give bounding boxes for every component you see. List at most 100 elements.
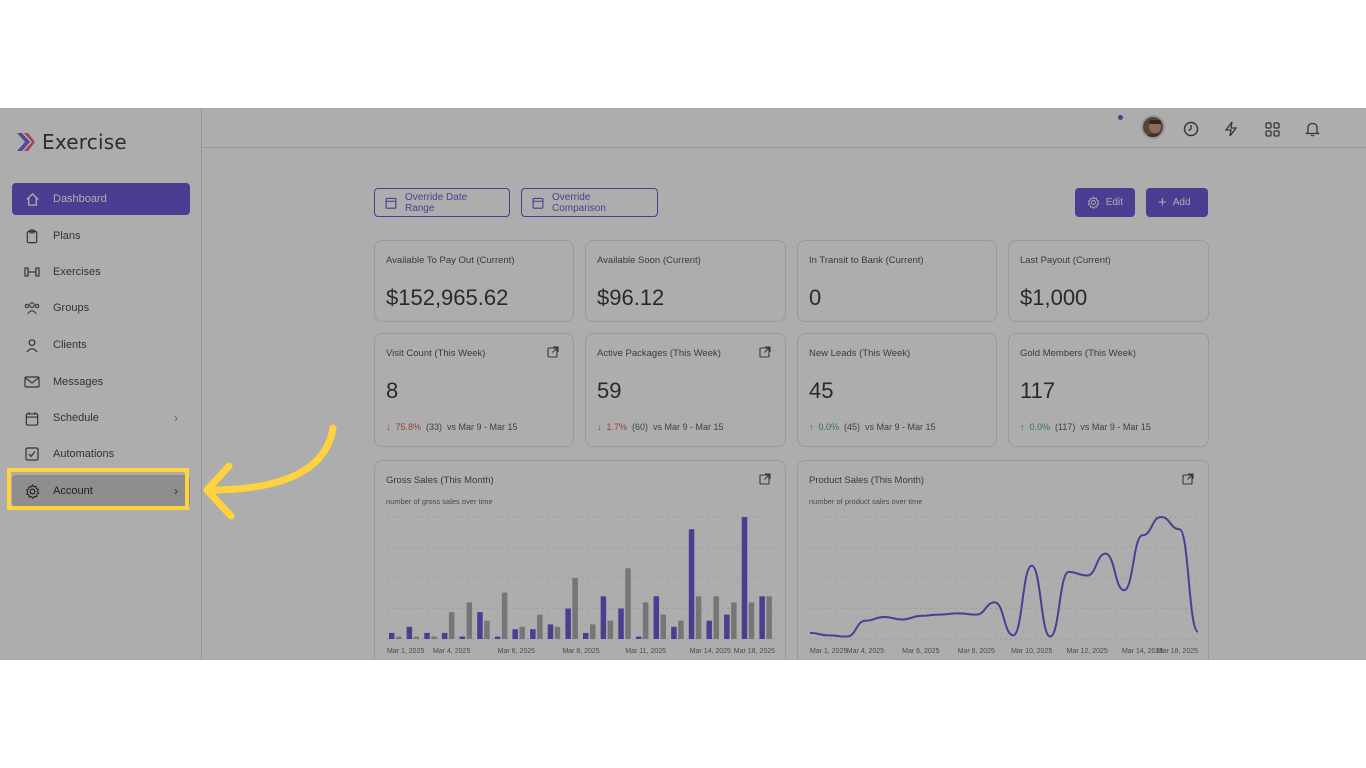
bar (618, 608, 624, 639)
bar (713, 596, 719, 639)
add-button[interactable]: + Add (1146, 188, 1208, 217)
bar (530, 629, 536, 639)
bar (406, 626, 413, 639)
trend-previous: (60) (632, 422, 649, 432)
mail-icon (24, 374, 40, 390)
sidebar-item-clients[interactable]: Clients (12, 329, 190, 361)
stat-label: Available To Pay Out (Current) (386, 255, 515, 266)
logo-icon (17, 133, 35, 151)
x-tick-label: Mar 18, 2025 (734, 648, 775, 655)
stat-value: $96.12 (597, 285, 665, 310)
stat-card: Available To Pay Out (Current) $152,965.… (374, 240, 574, 322)
trend-range: vs Mar 9 - Mar 15 (653, 422, 724, 432)
users-icon (24, 300, 40, 316)
stat-label: New Leads (This Week) (809, 348, 911, 359)
sidebar-item-exercises[interactable]: Exercises (12, 256, 190, 288)
bar (653, 596, 660, 639)
trend-row: ↑ 0.0% (117) vs Mar 9 - Mar 15 (1020, 422, 1151, 432)
bar (678, 620, 684, 639)
stat-card: In Transit to Bank (Current) 0 (797, 240, 997, 322)
stat-value: 8 (386, 378, 399, 403)
bar (512, 629, 518, 639)
product-sales-chart: Mar 1, 2025 Mar 4, 2025 Mar 6, 2025 Mar 8, … (809, 515, 1199, 655)
override-date-range-button[interactable]: Override Date Range (374, 188, 510, 217)
stat-label: Available Soon (Current) (597, 255, 701, 266)
home-icon (24, 191, 40, 207)
bar (635, 636, 642, 639)
bar (431, 636, 437, 639)
chart-subtitle: number of product sales over time (809, 497, 923, 506)
bar (600, 596, 607, 639)
chevron-right-icon: › (174, 411, 178, 425)
sidebar-item-label: Plans (53, 230, 81, 242)
clipboard-icon (24, 228, 40, 244)
sidebar-item-label: Messages (53, 376, 104, 388)
avatar[interactable] (1141, 115, 1165, 139)
sidebar-item-dashboard[interactable]: Dashboard (12, 183, 190, 215)
history-icon[interactable] (1182, 120, 1200, 138)
sidebar-item-messages[interactable]: Messages (12, 366, 190, 398)
sidebar-item-label: Schedule (53, 412, 99, 424)
chart-title: Gross Sales (This Month) (386, 475, 494, 486)
notification-dot (1118, 115, 1123, 120)
bar (583, 632, 589, 639)
checkbox-icon (24, 446, 40, 462)
bell-icon[interactable] (1303, 120, 1321, 138)
bar (484, 620, 490, 639)
app-window: Exercise Dashboard Plans Exercises Group… (0, 108, 1366, 660)
bar (642, 602, 649, 639)
chart-subtitle: number of gross sales over time (386, 497, 493, 506)
arrow-down-icon: ↓ (386, 422, 391, 432)
edit-button[interactable]: Edit (1075, 188, 1135, 217)
sidebar-item-plans[interactable]: Plans (12, 220, 190, 252)
bar (389, 632, 395, 639)
external-link-icon[interactable] (759, 473, 771, 485)
bar (724, 614, 730, 639)
sidebar-item-account[interactable]: Account › (12, 475, 190, 507)
trend-range: vs Mar 9 - Mar 15 (865, 422, 936, 432)
x-tick-label: Mar 14, 2025 (690, 648, 731, 655)
chart-title: Product Sales (This Month) (809, 475, 925, 486)
external-link-icon[interactable] (759, 346, 771, 358)
app-logo[interactable]: Exercise (14, 130, 127, 154)
stat-value: 45 (809, 378, 834, 403)
bar (565, 608, 571, 639)
override-comparison-button[interactable]: Override Comparison (521, 188, 658, 217)
bar (688, 529, 695, 639)
x-tick-label: Mar 1, 2025 (810, 648, 847, 655)
sidebar-item-label: Clients (53, 339, 87, 351)
bar (741, 517, 748, 639)
dumbbell-icon (24, 264, 40, 280)
stat-value: $152,965.62 (386, 285, 509, 310)
sidebar-item-label: Dashboard (53, 193, 107, 205)
weekly-card: Visit Count (This Week) 8 ↓ 75.8% (33) v… (374, 333, 574, 447)
bar (706, 620, 712, 639)
stat-label: Last Payout (Current) (1020, 255, 1111, 266)
apps-grid-icon[interactable] (1263, 120, 1281, 138)
stat-label: Gold Members (This Week) (1020, 348, 1136, 359)
trend-previous: (33) (426, 422, 443, 432)
sidebar-item-automations[interactable]: Automations (12, 438, 190, 470)
stat-label: In Transit to Bank (Current) (809, 255, 924, 266)
sidebar: Exercise Dashboard Plans Exercises Group… (0, 108, 202, 660)
bar (477, 612, 483, 639)
bar (590, 624, 596, 639)
external-link-icon[interactable] (1182, 473, 1194, 485)
stat-card: Available Soon (Current) $96.12 (585, 240, 786, 322)
trend-row: ↓ 1.7% (60) vs Mar 9 - Mar 15 (597, 422, 724, 432)
external-link-icon[interactable] (547, 346, 559, 358)
calendar-icon (385, 197, 397, 209)
calendar-icon (24, 410, 40, 426)
sidebar-item-schedule[interactable]: Schedule › (12, 402, 190, 434)
gross-sales-chart: Mar 1, 2025 Mar 4, 2025 Mar 6, 2025 Mar 8, … (387, 516, 775, 655)
stat-value: 0 (809, 285, 822, 310)
sidebar-item-label: Account (53, 485, 93, 497)
sidebar-item-groups[interactable]: Groups (12, 292, 190, 324)
gross-sales-chart-card: Gross Sales (This Month) number of gross… (374, 460, 786, 660)
arrow-down-icon: ↓ (597, 422, 602, 432)
x-tick-label: Mar 11, 2025 (625, 648, 666, 655)
x-tick-label: Mar 6, 2025 (498, 648, 535, 655)
stat-value: 59 (597, 378, 622, 403)
lightning-icon[interactable] (1222, 120, 1240, 138)
bar (695, 596, 702, 639)
